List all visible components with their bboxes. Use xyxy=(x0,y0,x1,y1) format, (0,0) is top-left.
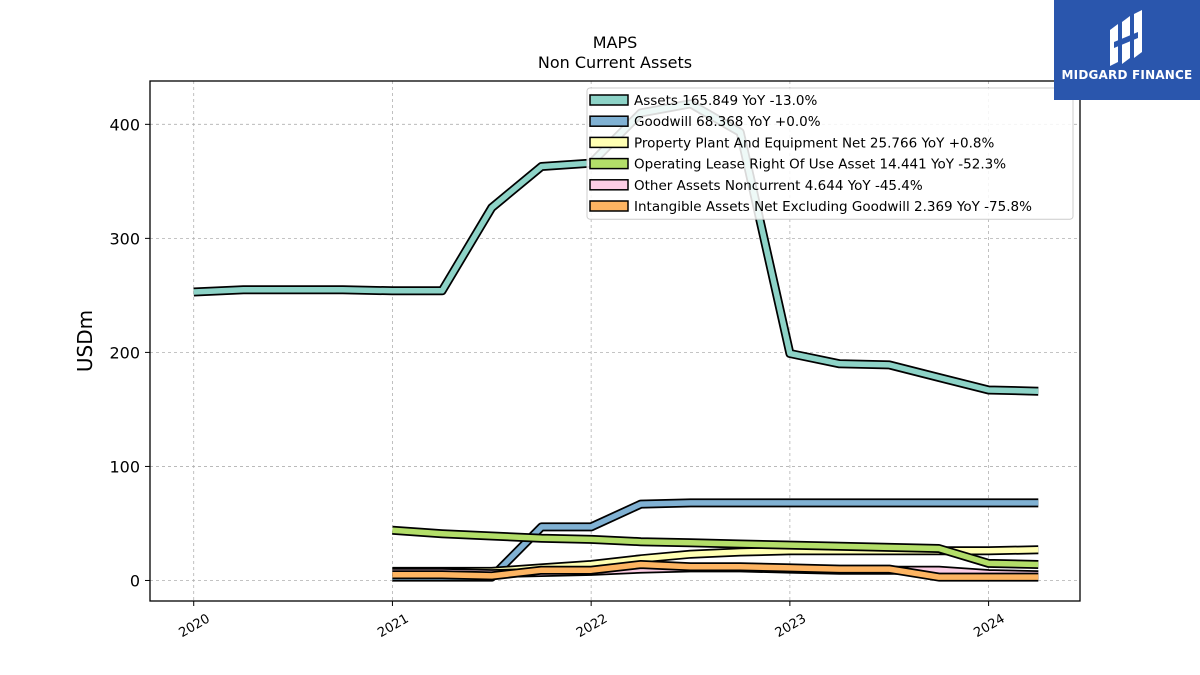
x-tick-label: 2020 xyxy=(177,611,213,641)
series-line xyxy=(392,527,1039,568)
legend-entry-label: Assets 165.849 YoY -13.0% xyxy=(634,93,818,109)
legend-swatch xyxy=(589,157,629,170)
x-tick-label: 2023 xyxy=(773,611,809,641)
x-tick-label: 2024 xyxy=(971,611,1007,641)
legend-swatch xyxy=(589,115,629,127)
legend: Assets 165.849 YoY -13.0% Goodwill 68.368… xyxy=(586,87,1074,220)
legend-entry-label: Other Assets Noncurrent 4.644 YoY -45.4% xyxy=(634,178,923,194)
legend-entry-label: Goodwill 68.368 YoY +0.0% xyxy=(634,114,821,130)
legend-entry-label: Intangible Assets Net Excluding Goodwill… xyxy=(634,199,1032,215)
logo-text: MIDGARD FINANCE xyxy=(1061,68,1193,82)
legend-swatch xyxy=(589,136,629,149)
legend-swatch xyxy=(589,200,629,212)
y-tick-label: 0 xyxy=(130,571,140,590)
legend-entry-label: Operating Lease Right Of Use Asset 14.44… xyxy=(634,157,1006,173)
legend-swatch xyxy=(589,179,629,191)
series-group xyxy=(193,99,1039,582)
legend-box xyxy=(586,87,1074,220)
x-tick-label: 2022 xyxy=(574,611,610,641)
legend-entry-label: Property Plant And Equipment Net 25.766 … xyxy=(634,135,994,151)
y-tick-label: 300 xyxy=(109,229,140,248)
plot-frame xyxy=(149,80,1081,602)
x-tick-label: 2021 xyxy=(375,611,411,641)
y-tick-label: 400 xyxy=(109,115,140,134)
chart-title: MAPS xyxy=(593,33,638,52)
midgard-finance-logo: MIDGARD FINANCE xyxy=(1054,0,1200,100)
y-axis-label: USDm xyxy=(73,310,97,372)
y-tick-label: 100 xyxy=(109,457,140,476)
y-tick-label: 200 xyxy=(109,343,140,362)
chart-subtitle: Non Current Assets xyxy=(538,53,692,72)
midgard-logo-mark-icon xyxy=(1110,10,1142,66)
series-line xyxy=(392,561,1039,580)
legend-swatch xyxy=(589,94,629,106)
